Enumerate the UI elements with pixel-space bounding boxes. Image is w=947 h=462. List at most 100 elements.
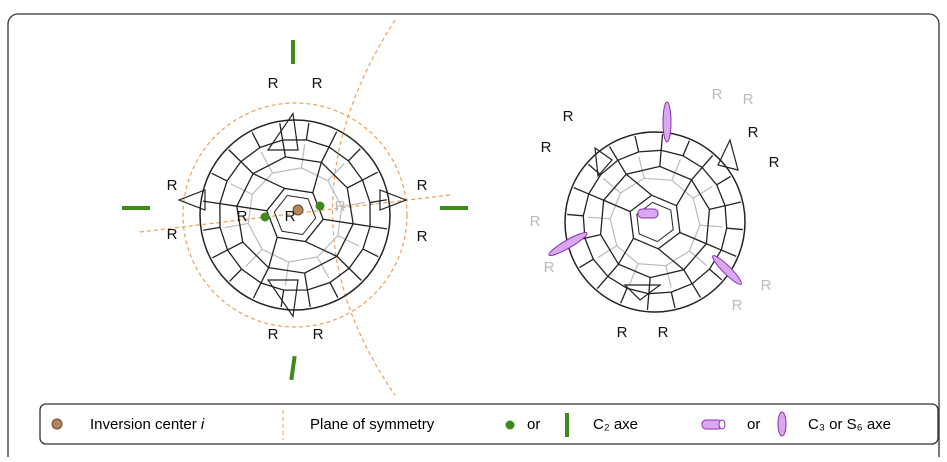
back-bond [629,263,639,285]
back-bond [699,224,723,228]
bond [236,205,267,212]
substituent-r: R [544,259,555,276]
cyclopropane [177,189,206,211]
bond [369,199,387,204]
bond [709,205,726,211]
back-bond [689,250,708,266]
c2-point [315,201,325,211]
bond [251,132,261,148]
substituent-r: R [417,177,428,194]
bond [617,237,635,265]
bond [588,193,604,201]
bond [567,213,584,217]
bond [305,240,338,257]
bond [328,131,338,148]
bond [305,122,310,140]
substituent-r: R [748,124,759,141]
back-bond [327,163,345,182]
back-bond [300,144,306,169]
bond [721,249,737,257]
substituent-r: R [541,139,552,156]
bond [603,199,631,213]
bond [312,162,322,193]
core-ring-inner [273,194,317,236]
back-bond [665,265,672,288]
substituent-r: R [732,297,743,314]
c2-axis [122,206,150,210]
outer-cage [199,119,391,311]
substituent-r: R [167,177,178,194]
bond [683,269,693,284]
legend-text: Inversion center [90,416,197,433]
back-bond [692,185,713,199]
bond [346,179,363,189]
cyclopropane [266,111,299,151]
bond [584,233,601,239]
back-bond [638,156,645,179]
c3-axis [662,101,672,143]
substituent-r: R [761,277,772,294]
bond [691,283,702,298]
bond [212,249,228,259]
bond [252,173,285,190]
substituent-r: R [313,326,324,343]
symmetry-plane [332,19,396,396]
bond [620,288,628,304]
mid-ring [582,149,728,295]
inner-ring [599,165,711,279]
back-bond [602,178,621,194]
c3-axis [637,208,659,219]
bond [659,150,662,167]
bond [701,154,714,169]
substituent-r: R [268,75,279,92]
bond [617,160,627,175]
back-bond [316,256,330,279]
bond [336,255,350,269]
substituent-r: R [285,208,296,225]
bond [260,267,270,284]
bond [608,146,619,161]
substituent-r: R [167,226,178,243]
bond [211,172,228,182]
c3-axis [548,231,588,257]
bond [348,267,362,281]
c2-axis [440,206,468,210]
bond [281,139,287,157]
inversion-icon [51,418,63,430]
bond [202,200,220,205]
bond [716,175,731,186]
bond [320,146,330,163]
substituent-r: R [530,213,541,230]
bond [268,237,278,268]
substituent-r: R [335,198,346,215]
legend-label: Plane of symmetry [310,416,435,433]
substituent-r: R [268,326,279,343]
substituent-r: R [658,324,669,341]
bond [682,140,690,156]
bond [625,173,653,196]
core-ring-inner [636,201,674,243]
bond [579,258,594,269]
bond [229,268,243,282]
back-bond [284,261,290,286]
bond [347,148,361,162]
legend-label: C₃ or S₆ axe [808,416,891,433]
substituent-r: R [743,91,754,108]
bond [203,226,221,231]
substituent-r: R [617,324,628,341]
bond [573,187,589,195]
c2-axis [289,355,297,381]
back-bond [671,159,681,181]
c2-bar-icon [565,413,569,437]
bond [660,134,664,151]
substituent-r: R [237,208,248,225]
cyclopropane [379,189,408,211]
substituent-r: R [417,228,428,245]
bond [587,163,602,176]
bond [679,231,707,245]
back-bond [341,201,366,208]
bond [657,248,685,271]
substituent-r: R [312,75,323,92]
